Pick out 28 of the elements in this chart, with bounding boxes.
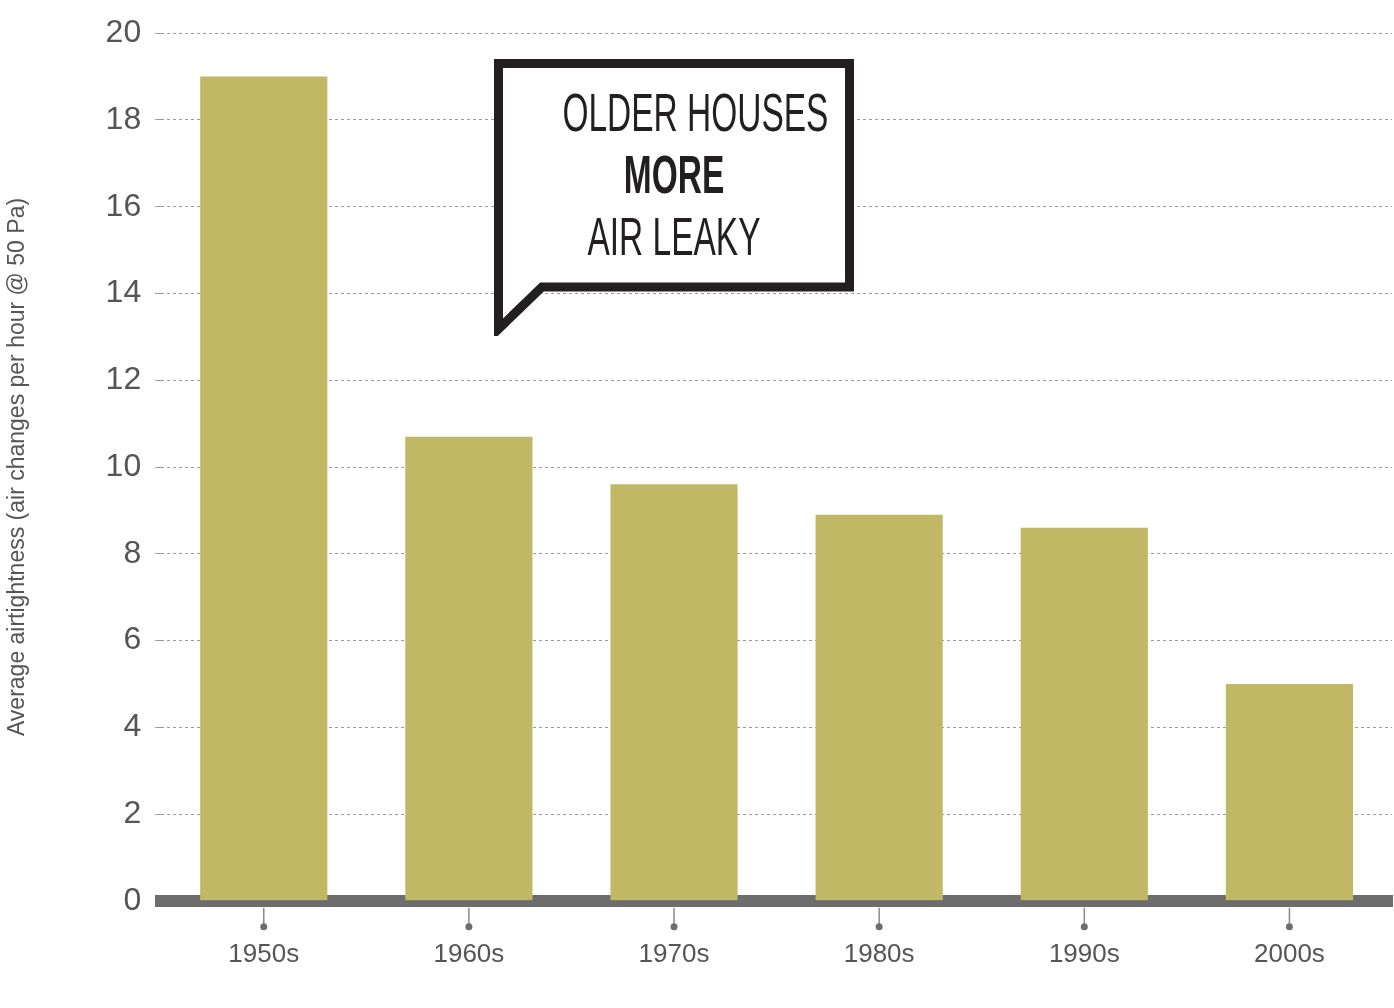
speech-bubble: OLDER HOUSES MORE AIR LEAKY [494, 59, 854, 336]
y-tick-label: 10 [105, 446, 142, 483]
annotation: OLDER HOUSES [562, 81, 829, 143]
bar [1225, 683, 1354, 901]
y-tick-label: 0 [123, 880, 142, 917]
y-tick-label: 2 [123, 793, 142, 830]
annotation: AIR LEAKY [586, 205, 762, 267]
x-tick-label: 1950s [228, 937, 300, 968]
x-tick-label: 1970s [638, 937, 710, 968]
annotation: MORE [622, 143, 726, 205]
y-tick-label: 18 [105, 99, 142, 136]
y-tick-label: 6 [123, 620, 142, 657]
y-tick-label: 8 [123, 533, 142, 570]
bar [610, 484, 738, 901]
y-axis-title: Average airtightness (air changes per hour @ 50 Pa) [3, 197, 30, 737]
y-tick-label: 12 [105, 360, 142, 397]
x-tick-label: 2000s [1254, 937, 1325, 968]
bar [1020, 527, 1148, 901]
y-tick-label: 14 [105, 273, 142, 310]
y-tick-label: 20 [105, 13, 142, 50]
x-tick-label: 1960s [433, 937, 505, 968]
bar [815, 514, 943, 901]
y-tick-label: 4 [123, 707, 142, 744]
y-tick-label: 16 [105, 186, 142, 223]
bar [405, 436, 533, 901]
x-tick-label: 1990s [1048, 937, 1120, 968]
x-tick-label: 1980s [843, 937, 915, 968]
bar [200, 76, 328, 901]
